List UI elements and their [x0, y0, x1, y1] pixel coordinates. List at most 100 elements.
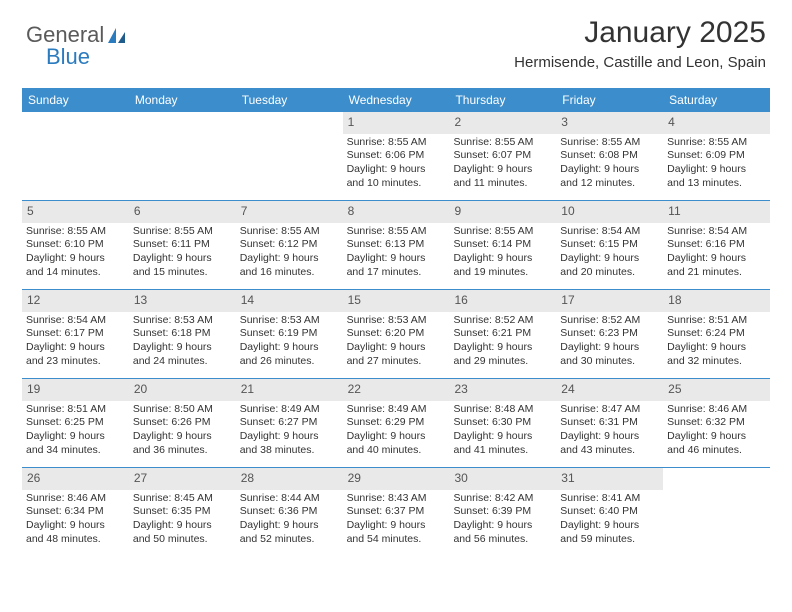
- sunrise-text: Sunrise: 8:55 AM: [240, 225, 339, 239]
- daylight1-text: Daylight: 9 hours: [133, 519, 232, 533]
- calendar-cell: 30Sunrise: 8:42 AMSunset: 6:39 PMDayligh…: [449, 468, 556, 556]
- day-info: Sunrise: 8:48 AMSunset: 6:30 PMDaylight:…: [449, 403, 556, 462]
- day-info: Sunrise: 8:55 AMSunset: 6:11 PMDaylight:…: [129, 225, 236, 284]
- calendar-week: 12Sunrise: 8:54 AMSunset: 6:17 PMDayligh…: [22, 290, 770, 379]
- daylight2-text: and 12 minutes.: [560, 177, 659, 191]
- daylight2-text: and 26 minutes.: [240, 355, 339, 369]
- sunset-text: Sunset: 6:17 PM: [26, 327, 125, 341]
- day-info: Sunrise: 8:55 AMSunset: 6:08 PMDaylight:…: [556, 136, 663, 195]
- daylight2-text: and 21 minutes.: [667, 266, 766, 280]
- calendar-week: 26Sunrise: 8:46 AMSunset: 6:34 PMDayligh…: [22, 468, 770, 556]
- daylight1-text: Daylight: 9 hours: [667, 430, 766, 444]
- day-number: 19: [22, 379, 129, 401]
- sunset-text: Sunset: 6:26 PM: [133, 416, 232, 430]
- calendar-cell: 24Sunrise: 8:47 AMSunset: 6:31 PMDayligh…: [556, 379, 663, 467]
- day-info: Sunrise: 8:54 AMSunset: 6:17 PMDaylight:…: [22, 314, 129, 373]
- sunrise-text: Sunrise: 8:50 AM: [133, 403, 232, 417]
- daylight2-text: and 48 minutes.: [26, 533, 125, 547]
- daylight1-text: Daylight: 9 hours: [453, 430, 552, 444]
- sunrise-text: Sunrise: 8:55 AM: [560, 136, 659, 150]
- calendar-cell: 26Sunrise: 8:46 AMSunset: 6:34 PMDayligh…: [22, 468, 129, 556]
- sunset-text: Sunset: 6:06 PM: [347, 149, 446, 163]
- daylight2-text: and 11 minutes.: [453, 177, 552, 191]
- sunrise-text: Sunrise: 8:44 AM: [240, 492, 339, 506]
- day-number: 11: [663, 201, 770, 223]
- sunset-text: Sunset: 6:37 PM: [347, 505, 446, 519]
- sunset-text: Sunset: 6:09 PM: [667, 149, 766, 163]
- day-number: 17: [556, 290, 663, 312]
- daylight2-text: and 32 minutes.: [667, 355, 766, 369]
- daylight1-text: Daylight: 9 hours: [560, 163, 659, 177]
- calendar-week: 5Sunrise: 8:55 AMSunset: 6:10 PMDaylight…: [22, 201, 770, 290]
- day-number: 22: [343, 379, 450, 401]
- calendar-cell: 17Sunrise: 8:52 AMSunset: 6:23 PMDayligh…: [556, 290, 663, 378]
- sunrise-text: Sunrise: 8:52 AM: [453, 314, 552, 328]
- sunrise-text: Sunrise: 8:55 AM: [347, 225, 446, 239]
- sunrise-text: Sunrise: 8:53 AM: [347, 314, 446, 328]
- sunset-text: Sunset: 6:27 PM: [240, 416, 339, 430]
- daylight1-text: Daylight: 9 hours: [240, 252, 339, 266]
- sunrise-text: Sunrise: 8:47 AM: [560, 403, 659, 417]
- sunrise-text: Sunrise: 8:55 AM: [667, 136, 766, 150]
- daylight2-text: and 36 minutes.: [133, 444, 232, 458]
- sunset-text: Sunset: 6:39 PM: [453, 505, 552, 519]
- day-info: Sunrise: 8:47 AMSunset: 6:31 PMDaylight:…: [556, 403, 663, 462]
- day-info: Sunrise: 8:54 AMSunset: 6:16 PMDaylight:…: [663, 225, 770, 284]
- daylight1-text: Daylight: 9 hours: [347, 519, 446, 533]
- day-header-cell: Wednesday: [343, 88, 450, 112]
- sunset-text: Sunset: 6:29 PM: [347, 416, 446, 430]
- daylight2-text: and 24 minutes.: [133, 355, 232, 369]
- day-info: Sunrise: 8:53 AMSunset: 6:18 PMDaylight:…: [129, 314, 236, 373]
- day-number: 13: [129, 290, 236, 312]
- daylight2-text: and 15 minutes.: [133, 266, 232, 280]
- calendar-cell: 1Sunrise: 8:55 AMSunset: 6:06 PMDaylight…: [343, 112, 450, 200]
- day-number: 9: [449, 201, 556, 223]
- daylight2-text: and 10 minutes.: [347, 177, 446, 191]
- sunrise-text: Sunrise: 8:46 AM: [26, 492, 125, 506]
- sunset-text: Sunset: 6:12 PM: [240, 238, 339, 252]
- sail-icon: [106, 26, 128, 44]
- sunset-text: Sunset: 6:19 PM: [240, 327, 339, 341]
- daylight1-text: Daylight: 9 hours: [560, 341, 659, 355]
- day-number: 2: [449, 112, 556, 134]
- sunrise-text: Sunrise: 8:55 AM: [347, 136, 446, 150]
- calendar-cell: 25Sunrise: 8:46 AMSunset: 6:32 PMDayligh…: [663, 379, 770, 467]
- day-info: Sunrise: 8:55 AMSunset: 6:13 PMDaylight:…: [343, 225, 450, 284]
- page-header: January 2025 Hermisende, Castille and Le…: [514, 16, 766, 71]
- day-info: Sunrise: 8:44 AMSunset: 6:36 PMDaylight:…: [236, 492, 343, 551]
- sunset-text: Sunset: 6:18 PM: [133, 327, 232, 341]
- day-number: 7: [236, 201, 343, 223]
- sunset-text: Sunset: 6:15 PM: [560, 238, 659, 252]
- sunset-text: Sunset: 6:16 PM: [667, 238, 766, 252]
- day-info: Sunrise: 8:51 AMSunset: 6:25 PMDaylight:…: [22, 403, 129, 462]
- daylight1-text: Daylight: 9 hours: [453, 519, 552, 533]
- sunrise-text: Sunrise: 8:42 AM: [453, 492, 552, 506]
- calendar-cell: 13Sunrise: 8:53 AMSunset: 6:18 PMDayligh…: [129, 290, 236, 378]
- daylight1-text: Daylight: 9 hours: [240, 519, 339, 533]
- sunrise-text: Sunrise: 8:45 AM: [133, 492, 232, 506]
- day-number: 6: [129, 201, 236, 223]
- calendar-cell: 22Sunrise: 8:49 AMSunset: 6:29 PMDayligh…: [343, 379, 450, 467]
- calendar-cell: 9Sunrise: 8:55 AMSunset: 6:14 PMDaylight…: [449, 201, 556, 289]
- day-number: 10: [556, 201, 663, 223]
- day-info: Sunrise: 8:55 AMSunset: 6:06 PMDaylight:…: [343, 136, 450, 195]
- calendar-cell: [236, 112, 343, 200]
- sunset-text: Sunset: 6:40 PM: [560, 505, 659, 519]
- calendar-cell: 20Sunrise: 8:50 AMSunset: 6:26 PMDayligh…: [129, 379, 236, 467]
- daylight1-text: Daylight: 9 hours: [26, 430, 125, 444]
- sunrise-text: Sunrise: 8:53 AM: [133, 314, 232, 328]
- sunrise-text: Sunrise: 8:49 AM: [240, 403, 339, 417]
- day-number: 3: [556, 112, 663, 134]
- day-number: 23: [449, 379, 556, 401]
- daylight1-text: Daylight: 9 hours: [133, 430, 232, 444]
- sunset-text: Sunset: 6:10 PM: [26, 238, 125, 252]
- sunset-text: Sunset: 6:07 PM: [453, 149, 552, 163]
- day-info: Sunrise: 8:52 AMSunset: 6:23 PMDaylight:…: [556, 314, 663, 373]
- sunset-text: Sunset: 6:20 PM: [347, 327, 446, 341]
- sunset-text: Sunset: 6:32 PM: [667, 416, 766, 430]
- sunset-text: Sunset: 6:30 PM: [453, 416, 552, 430]
- daylight2-text: and 30 minutes.: [560, 355, 659, 369]
- day-info: Sunrise: 8:53 AMSunset: 6:19 PMDaylight:…: [236, 314, 343, 373]
- calendar-grid: Sunday Monday Tuesday Wednesday Thursday…: [22, 88, 770, 556]
- day-info: Sunrise: 8:51 AMSunset: 6:24 PMDaylight:…: [663, 314, 770, 373]
